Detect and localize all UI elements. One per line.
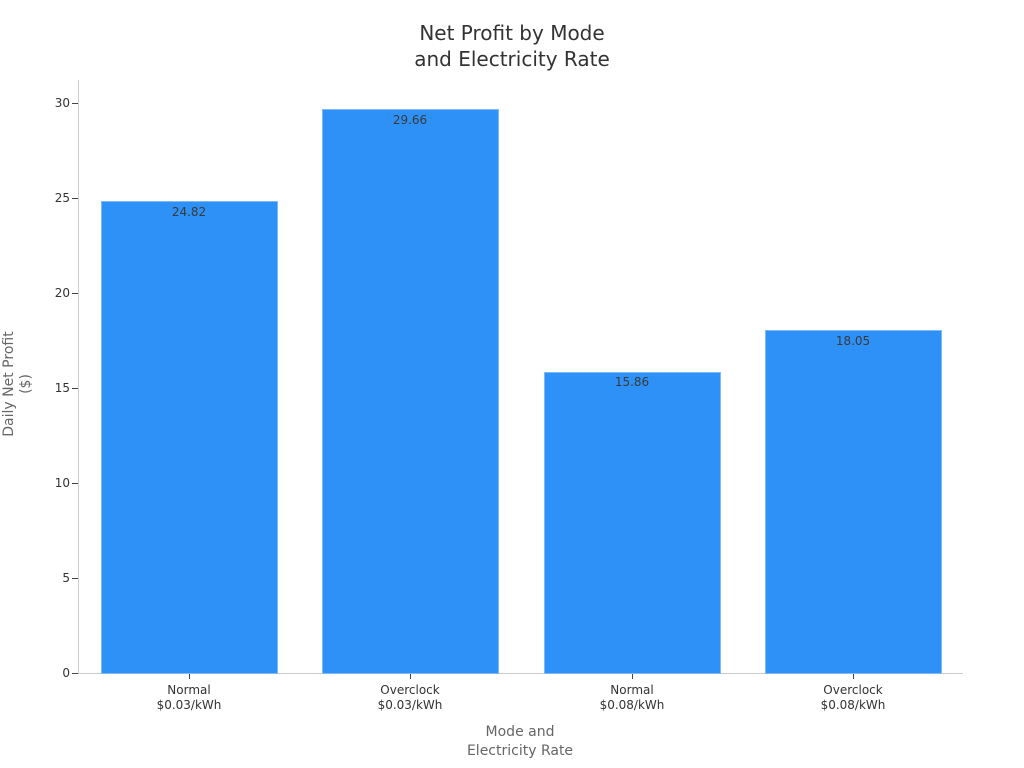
x-axis-line xyxy=(78,673,963,674)
x-tick-label: Normal $0.08/kWh xyxy=(562,683,702,713)
y-tick xyxy=(72,673,78,674)
x-tick-label-mode: Normal xyxy=(167,683,211,697)
y-tick-label: 25 xyxy=(54,191,70,205)
y-tick-label: 0 xyxy=(62,666,70,680)
chart-title-line-1: Net Profit by Mode xyxy=(419,21,605,45)
y-tick-label: 15 xyxy=(54,381,70,395)
x-tick-label: Overclock $0.03/kWh xyxy=(340,683,480,713)
chart-title-line-2: and Electricity Rate xyxy=(414,47,610,71)
y-tick-label: 30 xyxy=(54,96,70,110)
y-axis-line xyxy=(78,80,79,674)
x-tick-label-mode: Overclock xyxy=(380,683,440,697)
y-tick xyxy=(72,388,78,389)
bar-overclock-008[interactable] xyxy=(765,330,942,674)
x-axis-title: Mode and Electricity Rate xyxy=(420,723,620,761)
bar-value-label: 24.82 xyxy=(171,205,207,219)
bar-normal-008[interactable] xyxy=(544,372,721,674)
bar-overclock-003[interactable] xyxy=(322,109,499,674)
x-tick xyxy=(853,674,854,679)
y-axis-title-line-1: Daily Net Profit xyxy=(1,331,17,437)
y-tick xyxy=(72,103,78,104)
x-tick-label-rate: $0.08/kWh xyxy=(599,698,665,712)
x-tick-label: Normal $0.03/kWh xyxy=(119,683,259,713)
bar-value-label: 29.66 xyxy=(392,113,428,127)
x-tick xyxy=(632,674,633,679)
bar-value-label: 18.05 xyxy=(835,334,871,348)
y-axis-title-line-2: ($) xyxy=(18,374,34,394)
x-tick xyxy=(410,674,411,679)
x-tick-label-rate: $0.03/kWh xyxy=(377,698,443,712)
x-tick-label-rate: $0.08/kWh xyxy=(820,698,886,712)
y-tick xyxy=(72,198,78,199)
y-tick xyxy=(72,578,78,579)
x-axis-title-line-2: Electricity Rate xyxy=(466,743,574,759)
x-axis-title-line-1: Mode and xyxy=(485,724,555,740)
x-tick-label-mode: Normal xyxy=(610,683,654,697)
y-tick-label: 5 xyxy=(62,571,70,585)
x-tick-label: Overclock $0.08/kWh xyxy=(783,683,923,713)
y-tick-label: 10 xyxy=(54,476,70,490)
y-tick xyxy=(72,483,78,484)
bar-value-label: 15.86 xyxy=(614,375,650,389)
bar-normal-003[interactable] xyxy=(101,201,278,674)
x-tick-label-mode: Overclock xyxy=(823,683,883,697)
y-axis-title: Daily Net Profit ($) xyxy=(1,304,35,464)
y-tick-label: 20 xyxy=(54,286,70,300)
y-tick xyxy=(72,293,78,294)
x-tick-label-rate: $0.03/kWh xyxy=(156,698,222,712)
x-tick xyxy=(189,674,190,679)
